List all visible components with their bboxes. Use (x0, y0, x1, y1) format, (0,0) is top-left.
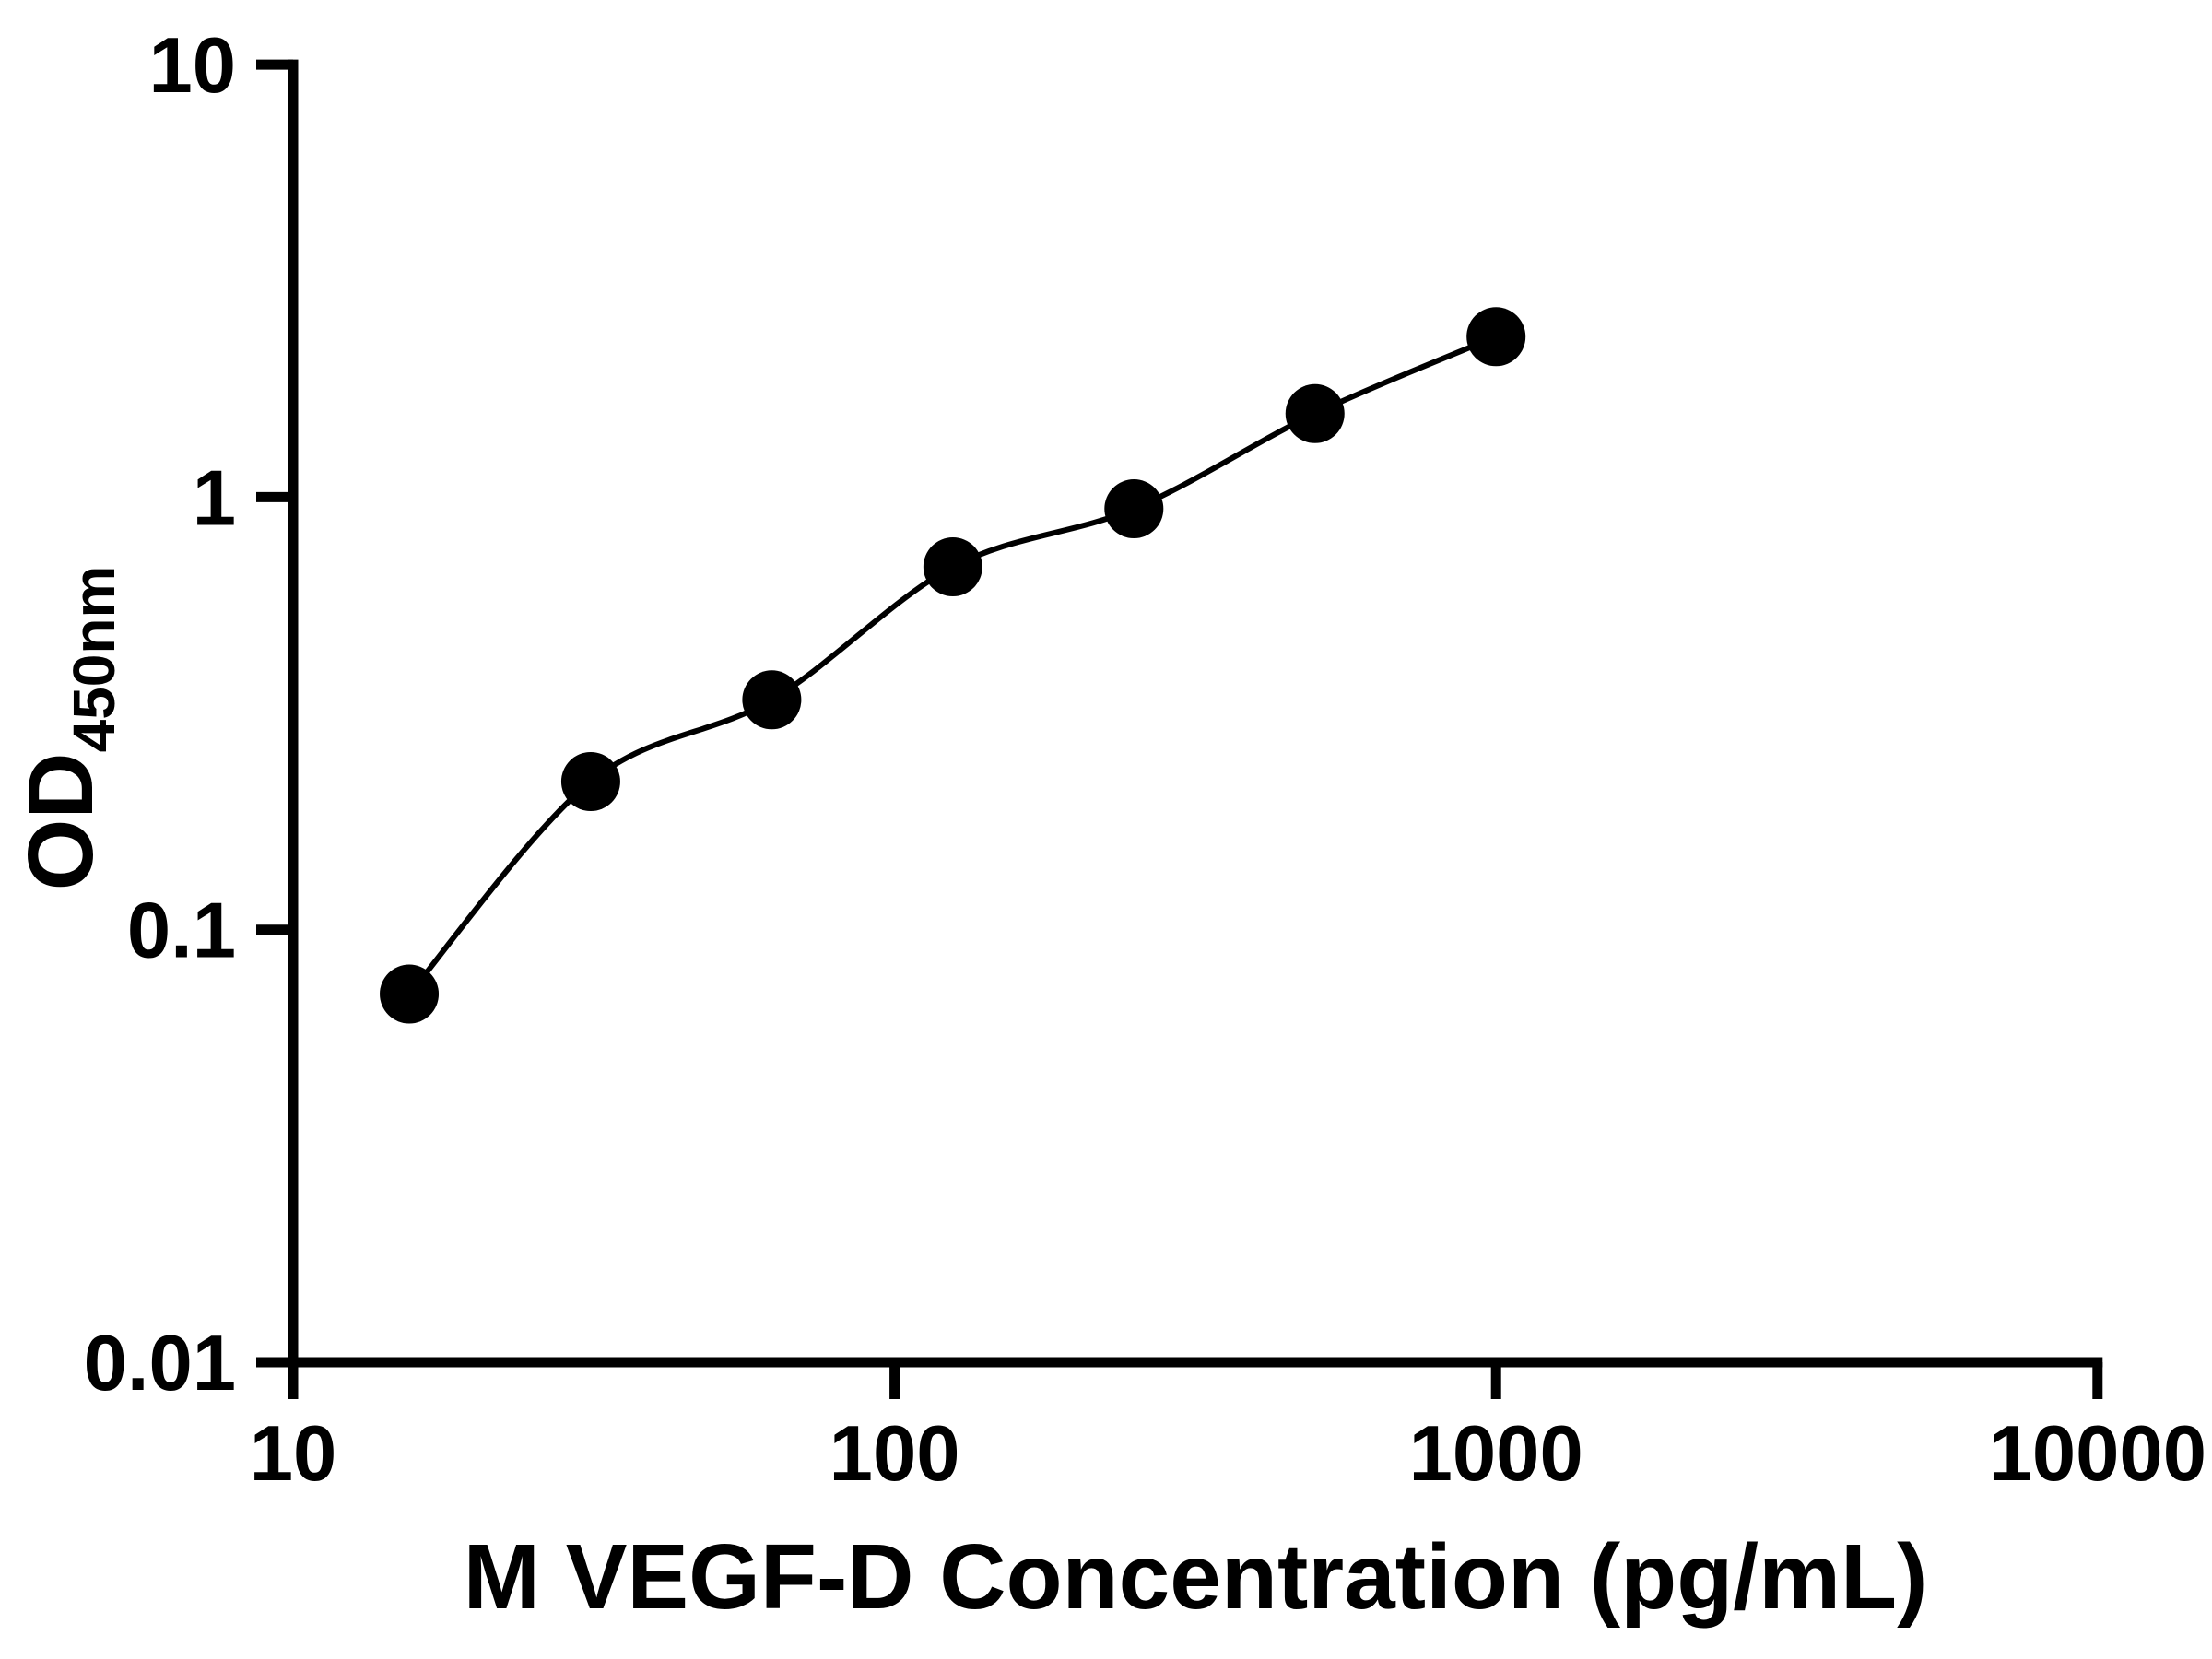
y-axis-label-main: OD (9, 752, 112, 890)
y-tick-label: 1 (193, 454, 236, 542)
x-tick-label: 100 (830, 1410, 960, 1498)
data-point (923, 537, 982, 597)
y-axis-label: OD450nm (9, 566, 127, 891)
y-tick-label: 0.01 (84, 1320, 236, 1407)
data-point (742, 670, 802, 730)
axis-line (288, 59, 2103, 1368)
x-tick-label: 10000 (1989, 1410, 2206, 1498)
x-tick-label: 10 (250, 1410, 337, 1498)
data-point (1466, 307, 1526, 367)
ticks (256, 59, 2103, 1399)
y-tick-label: 10 (148, 22, 236, 110)
data-point (1285, 383, 1345, 443)
x-axis-label: M VEGF-D Concentration (pg/mL) (464, 1525, 1928, 1629)
axes (288, 59, 2103, 1368)
tick-labels: 10 100 1000 10000 0.01 0.1 1 10 (84, 22, 2206, 1498)
data-point (560, 752, 620, 812)
y-tick-label: 0.1 (127, 888, 236, 975)
x-tick-label: 1000 (1409, 1410, 1583, 1498)
data-point (1104, 479, 1164, 539)
data-points-layer (380, 307, 1526, 1024)
y-axis-label-subscript: 450nm (61, 566, 127, 753)
data-point (380, 964, 440, 1024)
